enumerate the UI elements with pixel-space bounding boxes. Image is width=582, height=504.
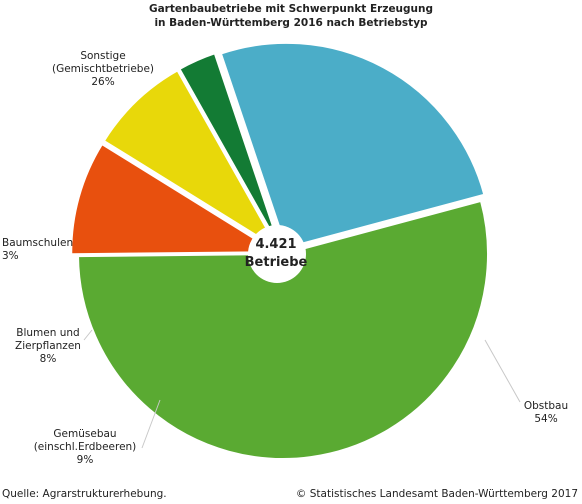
pie-slice-baumschulen bbox=[178, 52, 282, 249]
leader-lines bbox=[83, 329, 521, 449]
label-sonstige-pct: 26% bbox=[91, 76, 115, 88]
footer-source: Quelle: Agrarstrukturerhebung. bbox=[2, 488, 167, 500]
leader-blumen bbox=[83, 329, 93, 341]
label-sonstige-name2: (Gemischtbetriebe) bbox=[51, 63, 154, 75]
center-total-value: 4.421 bbox=[255, 237, 297, 252]
chart-title: Gartenbaubetriebe mit Schwerpunkt Erzeug… bbox=[0, 2, 582, 30]
label-blumen: Blumen und Zierpflanzen 8% bbox=[10, 327, 86, 366]
leader-obstbau bbox=[484, 339, 521, 403]
footer-copyright: © Statistisches Landesamt Baden-Württemb… bbox=[295, 488, 578, 500]
chart-title-line1: Gartenbaubetriebe mit Schwerpunkt Erzeug… bbox=[148, 3, 434, 15]
chart-title-line2: in Baden-Württemberg 2016 nach Betriebst… bbox=[154, 17, 428, 29]
label-baumschulen-name1: Baumschulen bbox=[2, 237, 74, 249]
pie-slice-gemüsebau bbox=[70, 142, 280, 256]
label-gemuese: Gemüsebau (einschl.Erdbeeren) 9% bbox=[30, 428, 140, 467]
center-hole bbox=[248, 225, 306, 283]
label-sonstige: Sonstige (Gemischtbetriebe) 26% bbox=[38, 50, 168, 89]
label-blumen-name1: Blumen und bbox=[16, 327, 80, 339]
pie-slice-blumen bbox=[102, 68, 280, 250]
pie-slices bbox=[70, 41, 489, 460]
label-gemuese-pct: 9% bbox=[76, 454, 94, 466]
leader-gemuese bbox=[141, 399, 161, 449]
label-gemuese-name1: Gemüsebau bbox=[53, 428, 117, 440]
label-blumen-name2: Zierpflanzen bbox=[15, 340, 81, 352]
label-obstbau: Obstbau 54% bbox=[518, 400, 574, 426]
label-obstbau-pct: 54% bbox=[534, 413, 558, 425]
label-gemuese-name2: (einschl.Erdbeeren) bbox=[33, 441, 137, 453]
pie-slice-obstbau bbox=[76, 199, 489, 460]
label-blumen-pct: 8% bbox=[39, 353, 57, 365]
pie-slice-sonstige bbox=[219, 41, 486, 250]
label-baumschulen-pct: 3% bbox=[2, 250, 19, 262]
label-obstbau-name1: Obstbau bbox=[523, 400, 569, 412]
label-sonstige-name1: Sonstige bbox=[80, 50, 126, 62]
label-baumschulen: Baumschulen 3% bbox=[2, 237, 73, 263]
center-total-unit: Betriebe bbox=[244, 255, 308, 270]
center-total: 4.421 Betriebe bbox=[236, 236, 316, 272]
